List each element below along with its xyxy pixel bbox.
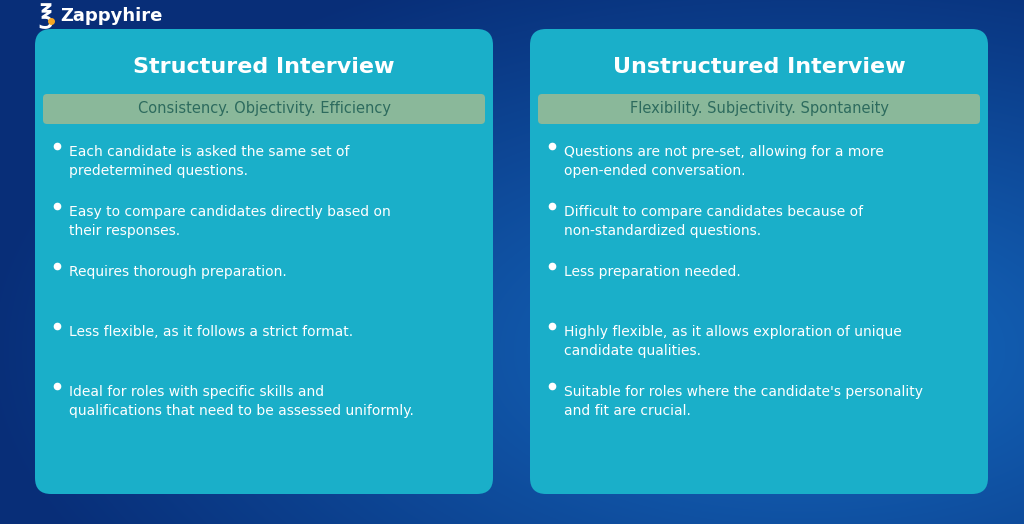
Text: Requires thorough preparation.: Requires thorough preparation. [69, 265, 287, 279]
Text: Highly flexible, as it allows exploration of unique
candidate qualities.: Highly flexible, as it allows exploratio… [564, 325, 902, 358]
Text: Suitable for roles where the candidate's personality
and fit are crucial.: Suitable for roles where the candidate's… [564, 385, 923, 418]
Text: Less flexible, as it follows a strict format.: Less flexible, as it follows a strict fo… [69, 325, 353, 339]
FancyBboxPatch shape [530, 29, 988, 494]
Text: Difficult to compare candidates because of
non-standardized questions.: Difficult to compare candidates because … [564, 205, 863, 238]
Text: Questions are not pre-set, allowing for a more
open-ended conversation.: Questions are not pre-set, allowing for … [564, 145, 884, 178]
Text: Less preparation needed.: Less preparation needed. [564, 265, 740, 279]
Text: Flexibility. Subjectivity. Spontaneity: Flexibility. Subjectivity. Spontaneity [630, 102, 889, 116]
Text: Unstructured Interview: Unstructured Interview [612, 57, 905, 77]
FancyBboxPatch shape [538, 94, 980, 124]
Text: ℥: ℥ [38, 3, 52, 29]
Text: Structured Interview: Structured Interview [133, 57, 394, 77]
Text: Ideal for roles with specific skills and
qualifications that need to be assessed: Ideal for roles with specific skills and… [69, 385, 414, 418]
Text: Consistency. Objectivity. Efficiency: Consistency. Objectivity. Efficiency [137, 102, 390, 116]
Text: Zappyhire: Zappyhire [60, 7, 163, 25]
Text: Each candidate is asked the same set of
predetermined questions.: Each candidate is asked the same set of … [69, 145, 349, 178]
Text: Easy to compare candidates directly based on
their responses.: Easy to compare candidates directly base… [69, 205, 391, 238]
FancyBboxPatch shape [43, 94, 485, 124]
FancyBboxPatch shape [35, 29, 493, 494]
